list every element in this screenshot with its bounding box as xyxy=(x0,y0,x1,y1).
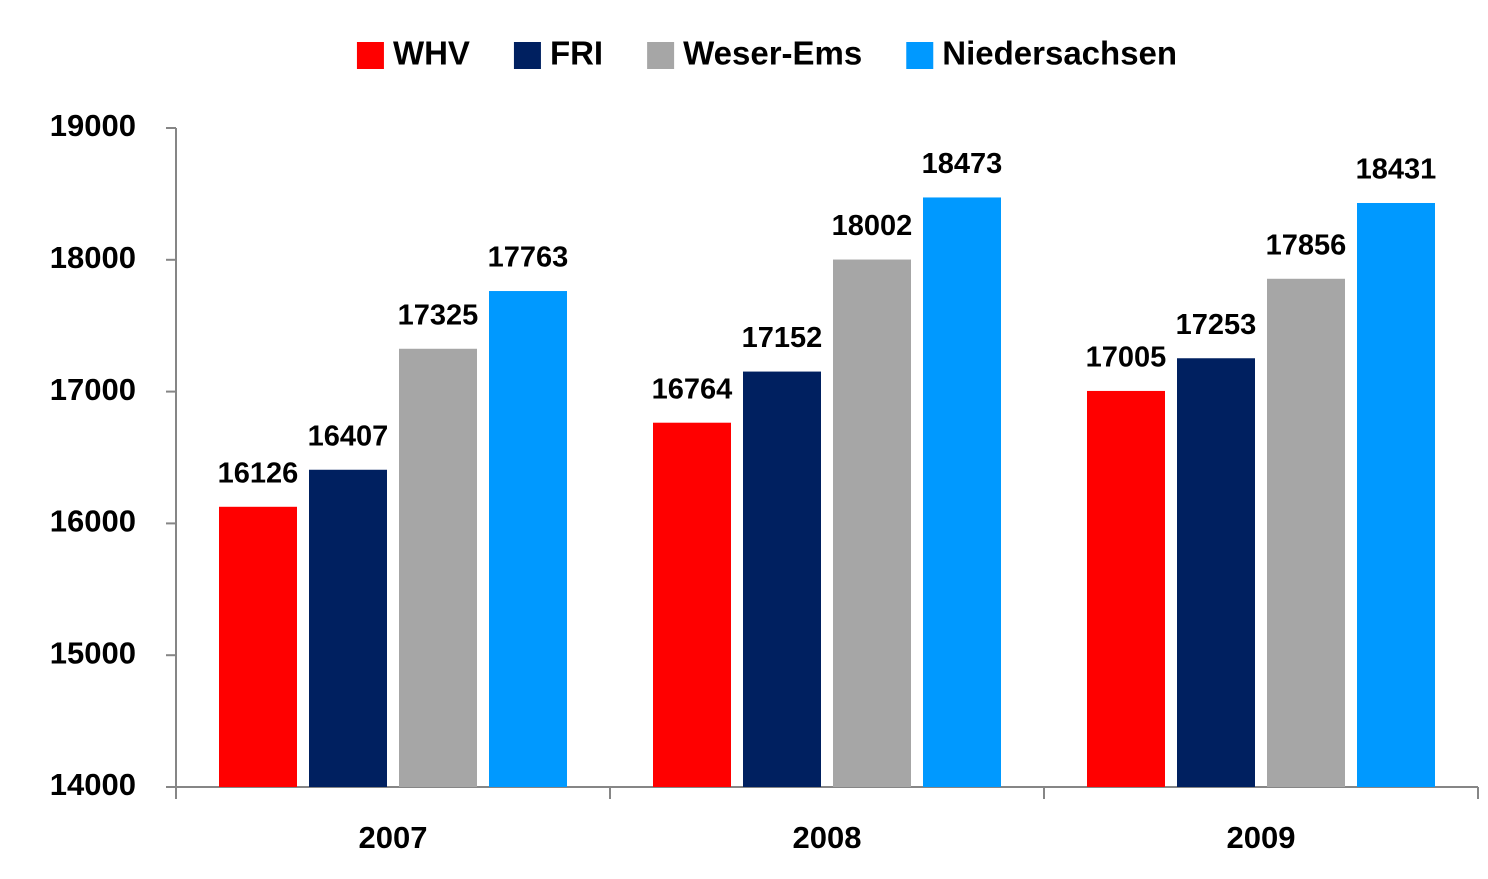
bar xyxy=(219,506,297,787)
data-label: 18473 xyxy=(922,148,1003,180)
data-label: 18002 xyxy=(832,210,913,242)
legend-swatch xyxy=(906,42,934,69)
data-label: 18431 xyxy=(1356,154,1437,186)
legend-label: WHV xyxy=(393,35,470,72)
y-tick-label: 19000 xyxy=(50,108,136,143)
bar xyxy=(833,259,911,788)
legend-label: FRI xyxy=(550,35,603,72)
legend-item: FRI xyxy=(513,35,603,72)
bar xyxy=(653,422,731,787)
bar xyxy=(399,348,477,787)
data-label: 17325 xyxy=(398,299,479,331)
y-tick-label: 17000 xyxy=(50,372,136,407)
legend-swatch xyxy=(356,42,384,69)
bar xyxy=(1087,390,1165,787)
legend: WHV FRI Weser-Ems Niedersachsen xyxy=(356,35,1177,72)
bar xyxy=(1357,202,1435,787)
data-label: 17763 xyxy=(488,242,569,274)
legend-item: Weser-Ems xyxy=(647,35,862,72)
legend-swatch xyxy=(647,42,675,69)
bar xyxy=(1267,278,1345,787)
data-label: 17152 xyxy=(742,322,823,354)
x-tick-label: 2008 xyxy=(793,820,862,855)
data-label: 16407 xyxy=(308,420,389,452)
legend-label: Weser-Ems xyxy=(683,35,862,72)
bar xyxy=(1177,358,1255,787)
y-tick-label: 18000 xyxy=(50,240,136,275)
x-tick-label: 2009 xyxy=(1227,820,1296,855)
y-tick-label: 15000 xyxy=(50,635,136,670)
bar xyxy=(923,197,1001,787)
data-label: 17253 xyxy=(1176,309,1257,341)
data-label: 17005 xyxy=(1086,342,1167,374)
legend-label: Niedersachsen xyxy=(942,35,1177,72)
bar xyxy=(743,371,821,787)
y-tick-label: 16000 xyxy=(50,504,136,539)
data-label: 16764 xyxy=(652,373,733,405)
y-tick-label: 14000 xyxy=(50,767,136,802)
x-tick-label: 2007 xyxy=(359,820,428,855)
data-label: 16126 xyxy=(218,457,299,489)
data-label: 17856 xyxy=(1266,229,1347,261)
bar xyxy=(489,291,567,787)
legend-item: WHV xyxy=(356,35,470,72)
legend-swatch xyxy=(513,42,541,69)
bar xyxy=(309,469,387,787)
legend-item: Niedersachsen xyxy=(906,35,1177,72)
